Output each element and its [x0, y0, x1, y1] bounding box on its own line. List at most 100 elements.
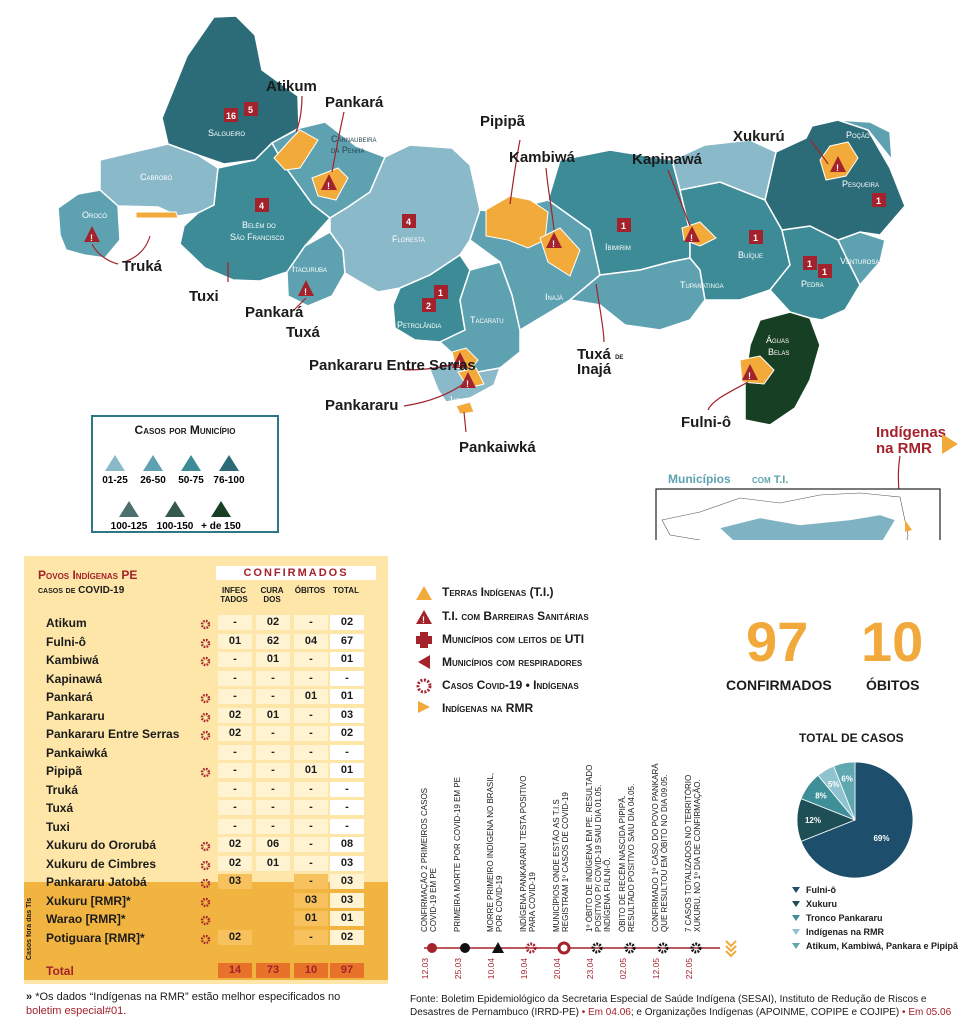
- symbol-legend-icons: !: [416, 586, 432, 713]
- svg-text:Tuxi: Tuxi: [189, 288, 219, 305]
- people-name: Atikum: [46, 616, 87, 630]
- municipality-tupanatinga[interactable]: [568, 257, 706, 331]
- svg-text:!: !: [458, 359, 461, 369]
- pie-slice-label: 5%: [828, 780, 840, 789]
- svg-text:Ibimirim: Ibimirim: [605, 242, 631, 252]
- pie-slice: [833, 761, 856, 821]
- table-cell: 67: [330, 633, 364, 649]
- pie-legend-item: Fulni-ô: [792, 885, 836, 895]
- timeline-marker: [460, 943, 470, 953]
- table-cell: 01: [256, 855, 290, 871]
- svg-text:Buíque: Buíque: [738, 250, 763, 260]
- table-cell: -: [294, 874, 328, 889]
- table-cell: 03: [330, 892, 364, 908]
- municipality-oroco[interactable]: [57, 189, 121, 259]
- svg-text:Kambiwá: Kambiwá: [509, 149, 576, 166]
- table-confirmados-header: CONFIRMADOS: [216, 566, 376, 580]
- svg-text:Tupanatinga: Tupanatinga: [680, 280, 724, 290]
- svg-text:Cabrobó: Cabrobó: [140, 172, 173, 182]
- table-cell: [256, 930, 290, 945]
- timeline-date: 22.05: [684, 958, 694, 980]
- virus-icon: [200, 895, 211, 907]
- table-row: Pipipã - -01 01: [24, 762, 388, 780]
- col-total: TOTAL: [333, 586, 359, 595]
- table-cell: -: [294, 744, 328, 760]
- cases-table: Povos Indígenas PE casos de COVID-19 CONF…: [24, 556, 388, 984]
- table-cell: -: [256, 800, 290, 815]
- casos-swatch-icon: [119, 501, 139, 517]
- people-name: Pankararu Entre Serras: [46, 727, 180, 741]
- svg-text:Pankará: Pankará: [325, 94, 384, 111]
- svg-text:Belém do: Belém do: [242, 220, 276, 230]
- virus-icon: [416, 678, 432, 694]
- timeline-date: 12.03: [420, 958, 430, 980]
- legend-swatch-icon: [792, 929, 800, 935]
- pie-legend-item: Tronco Pankararu: [792, 913, 883, 923]
- table-cell: 01: [294, 763, 328, 778]
- table-cell: -: [294, 929, 328, 945]
- casos-swatch-label: 01-25: [102, 475, 128, 486]
- pie-slice-label: 6%: [841, 775, 853, 784]
- table-cell: [256, 893, 290, 908]
- timeline-event: MUNICÍPIOS ONDE ESTÃO AS T.I.S REGISTRAM…: [552, 792, 570, 932]
- table-cell: 01: [218, 633, 252, 649]
- timeline-marker: [591, 942, 603, 954]
- timeline-date: 25.03: [453, 958, 463, 980]
- pie-legend-item: Indígenas na RMR: [792, 927, 884, 937]
- virus-icon: [200, 617, 211, 630]
- svg-text:Floresta: Floresta: [392, 234, 425, 244]
- source-text: Fonte: Boletim Epidemiológico da Secreta…: [410, 994, 952, 1018]
- people-name: Fulni-ô: [46, 634, 86, 649]
- municipality-pocao[interactable]: [837, 119, 893, 163]
- svg-text:Tacaratu: Tacaratu: [470, 315, 504, 325]
- table-row: Xukuru de Cimbres 02 01-03: [24, 855, 388, 873]
- timeline-date: 20.04: [552, 958, 562, 980]
- svg-text:Pankaiwká: Pankaiwká: [459, 439, 536, 456]
- svg-text:Pankará: Pankará: [245, 304, 304, 321]
- legend-ti: Terras Indígenas (T.I.): [442, 585, 554, 599]
- table-cell: -: [218, 615, 252, 630]
- people-name: Tuxá: [46, 801, 74, 815]
- virus-icon: [200, 765, 211, 778]
- boletim-link[interactable]: boletim especial#01: [26, 1005, 124, 1017]
- table-row: Warao [RMR]* 01 01: [24, 910, 388, 928]
- svg-text:São Francisco: São Francisco: [230, 232, 285, 242]
- table-cell: -: [256, 726, 290, 741]
- table-cell: 01: [256, 707, 290, 723]
- casos-swatch-icon: [105, 455, 125, 471]
- table-cell: [256, 911, 290, 926]
- footnote: » *Os dados “Indígenas na RMR” estão mel…: [26, 991, 341, 1017]
- table-cell: 01: [294, 689, 328, 704]
- virus-icon: [200, 876, 211, 889]
- pie-legend-label: Fulni-ô: [806, 885, 836, 895]
- timeline-event: CONFIRMADO 1º CASO DO POVO PANKARÁ QUE R…: [651, 763, 669, 932]
- svg-text:Pipipã: Pipipã: [480, 113, 526, 130]
- uti-cross-icon: [416, 632, 432, 648]
- casos-swatch-icon: [165, 501, 185, 517]
- table-cell: -: [294, 818, 328, 834]
- table-row: Fulni-ô 01 62 04 67: [24, 633, 388, 651]
- table-cell: 02: [218, 929, 252, 945]
- table-cell: -: [218, 763, 252, 778]
- timeline-marker: [624, 942, 636, 954]
- casos-swatch-label: 26-50: [140, 475, 166, 486]
- svg-text:1: 1: [753, 233, 758, 243]
- total-row: Total 14 73 10 97: [24, 962, 388, 980]
- people-name: Tuxi: [46, 819, 70, 834]
- svg-text:1: 1: [621, 221, 626, 231]
- virus-icon: [200, 636, 211, 648]
- table-cell: -: [256, 781, 290, 797]
- table-cell: -: [294, 670, 328, 686]
- virus-icon: [200, 932, 211, 944]
- timeline-event: 7 CASOS TOTALIZADOS NO TERRITÓRIO XUKURU…: [684, 774, 702, 932]
- svg-text:Pedra: Pedra: [801, 279, 824, 289]
- table-cell: -: [294, 781, 328, 797]
- svg-text:1: 1: [876, 196, 881, 206]
- table-cell: 01: [330, 652, 364, 667]
- people-name: Xukuru do Ororubá: [46, 838, 157, 852]
- municipality-pesqueira[interactable]: [764, 119, 906, 241]
- svg-text:Jatobá: Jatobá: [448, 395, 472, 405]
- table-cell: 03: [294, 892, 328, 908]
- table-cell: -: [218, 689, 252, 704]
- confirmados-label: CONFIRMADOS: [726, 677, 832, 693]
